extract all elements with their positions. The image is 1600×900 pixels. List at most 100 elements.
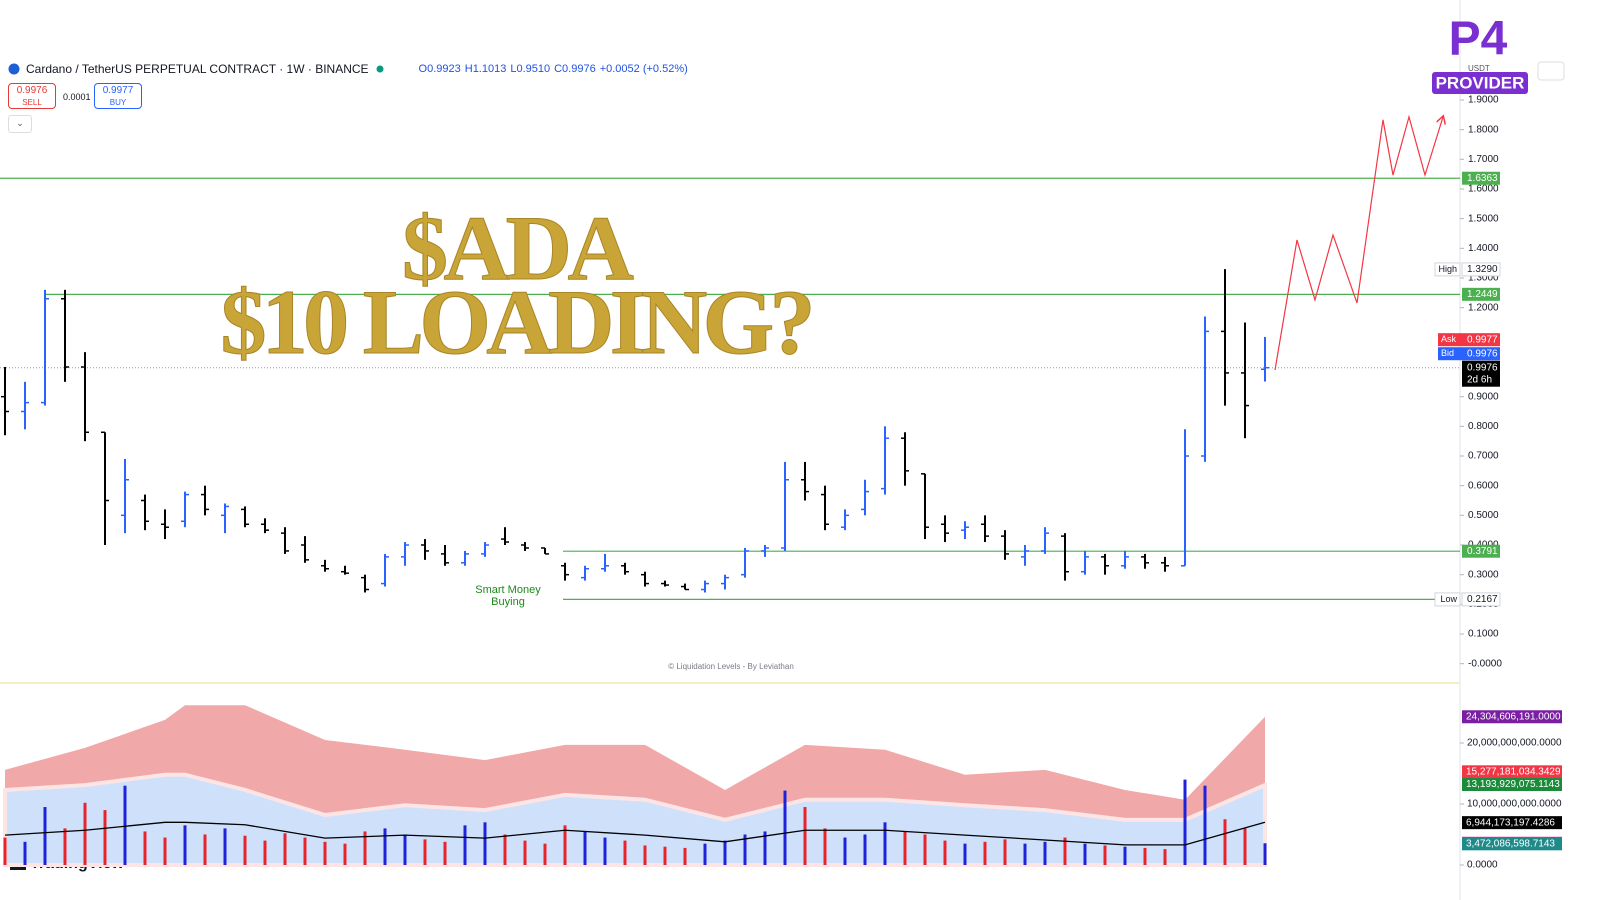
volume-bar: [603, 837, 607, 865]
volume-bar: [763, 831, 767, 865]
collapse-button[interactable]: ⌄: [8, 115, 32, 133]
y-tick-label: 0.5000: [1468, 510, 1499, 521]
last-value: 0.9976: [1467, 362, 1498, 373]
level-label: 0.3791: [1467, 546, 1498, 557]
y-tick-label: 1.2000: [1468, 302, 1499, 313]
volume-bar: [643, 845, 647, 865]
volume-bar: [1063, 837, 1067, 865]
annotation: Buying: [491, 596, 525, 608]
volume-bar: [1123, 846, 1127, 865]
level-tag: [1462, 287, 1500, 301]
volume-bar: [1043, 841, 1047, 865]
volume-bar: [363, 831, 367, 865]
close: C0.9976: [554, 63, 596, 75]
volume-bar: [383, 828, 387, 865]
volume-bar: [863, 834, 867, 865]
volume-bar: [1243, 828, 1247, 865]
spread: 0.0001: [63, 92, 91, 102]
y-tick-label: -0.0000: [1468, 658, 1502, 669]
open: O0.9923: [418, 63, 461, 75]
buy-label: BUY: [109, 98, 127, 107]
volume-bar: [1163, 849, 1167, 865]
y-tick-label: 0.3000: [1468, 569, 1499, 580]
volume-bar: [483, 822, 487, 865]
volume-bar: [303, 837, 307, 865]
volume-bar: [543, 843, 547, 865]
volume-bar: [1083, 843, 1087, 865]
buy-price: 0.9977: [102, 85, 134, 96]
ohlc: O0.9923 H1.1013 L0.9510 C0.9976 +0.0052 (+0.…: [419, 63, 692, 75]
annotation: Smart Money: [475, 584, 541, 596]
currency-dropdown[interactable]: [1537, 61, 1565, 81]
level-tag: [1462, 171, 1500, 185]
volume-bar: [583, 831, 587, 865]
sell-button[interactable]: 0.9976 SELL: [8, 83, 56, 109]
logo-box: [1432, 72, 1528, 94]
volume-bar: [203, 834, 207, 865]
y-tick-label: 1.8000: [1468, 124, 1499, 135]
volume-bar: [23, 841, 27, 865]
volume-bar: [183, 825, 187, 865]
volume-bar: [823, 828, 827, 865]
currency: USDT: [1468, 64, 1490, 73]
middle-area: [2, 772, 1267, 867]
volume-bar: [143, 831, 147, 865]
volume-bar: [943, 840, 947, 865]
symbol-header: Cardano / TetherUS PERPETUAL CONTRACT · …: [8, 62, 692, 76]
volume-bar: [343, 843, 347, 865]
volume-bar: [743, 834, 747, 865]
ask-name: Ask: [1441, 334, 1457, 344]
low-name: Low: [1440, 594, 1457, 604]
volume-bar: [1183, 779, 1187, 865]
symbol: Cardano / TetherUS PERPETUAL CONTRACT · …: [26, 62, 369, 76]
buy-button[interactable]: 0.9977 BUY: [94, 83, 142, 109]
high-tag: [1434, 262, 1461, 277]
volume-label: 3,472,086,598.7143: [1466, 838, 1555, 849]
level-label: 1.6363: [1467, 173, 1498, 184]
y-tick-label: 0.8000: [1468, 421, 1499, 432]
y-tick-label: 1.4000: [1468, 243, 1499, 254]
volume-label: 15,277,181,034.3429: [1466, 766, 1561, 777]
volume-bar: [323, 841, 327, 865]
level-tag: [1462, 544, 1500, 558]
volume-tag: [1462, 837, 1562, 851]
volume-bar: [883, 822, 887, 865]
y-tick-label: 10,000,000,000.0000: [1467, 799, 1562, 810]
volume-bar: [423, 839, 427, 865]
volume-bar: [1023, 843, 1027, 865]
headline: $ADA $10 LOADING?: [220, 197, 816, 374]
countdown: 2d 6h: [1467, 374, 1492, 385]
logo-mark: P4: [1449, 13, 1508, 66]
volume-bar: [263, 840, 267, 865]
high-value-tag: [1461, 262, 1501, 277]
volume-bar: [843, 837, 847, 865]
volume-label: 6,944,173,197.4286: [1466, 817, 1555, 828]
y-tick-label: 0.9000: [1468, 391, 1499, 402]
volume-bar: [3, 837, 7, 865]
low-tag: [1434, 592, 1461, 607]
volume-bar: [903, 831, 907, 865]
ask-tag: [1438, 333, 1500, 347]
sell-label: SELL: [22, 98, 42, 107]
volume-bar: [463, 825, 467, 865]
volume-bar: [1003, 839, 1007, 865]
headline-line: $ADA: [402, 197, 634, 299]
level-label: 1.2449: [1467, 289, 1498, 300]
volume-bar: [243, 835, 247, 865]
ask-value: 0.9977: [1467, 334, 1498, 345]
volume-bar: [963, 843, 967, 865]
bid-tag: [1438, 347, 1500, 361]
volume-bar: [983, 841, 987, 865]
volume-bar: [503, 834, 507, 865]
high-value: 1.3290: [1467, 264, 1498, 275]
y-tick-label: 0.6000: [1468, 480, 1499, 491]
volume-bar: [1143, 847, 1147, 865]
volume-bar: [623, 840, 627, 865]
volume-bar: [1223, 819, 1227, 865]
low: L0.9510: [510, 63, 551, 75]
y-tick-label: 0.0000: [1467, 860, 1498, 871]
volume-bar: [803, 807, 807, 865]
average-line: [4, 821, 1266, 846]
volume-tag: [1462, 778, 1562, 792]
